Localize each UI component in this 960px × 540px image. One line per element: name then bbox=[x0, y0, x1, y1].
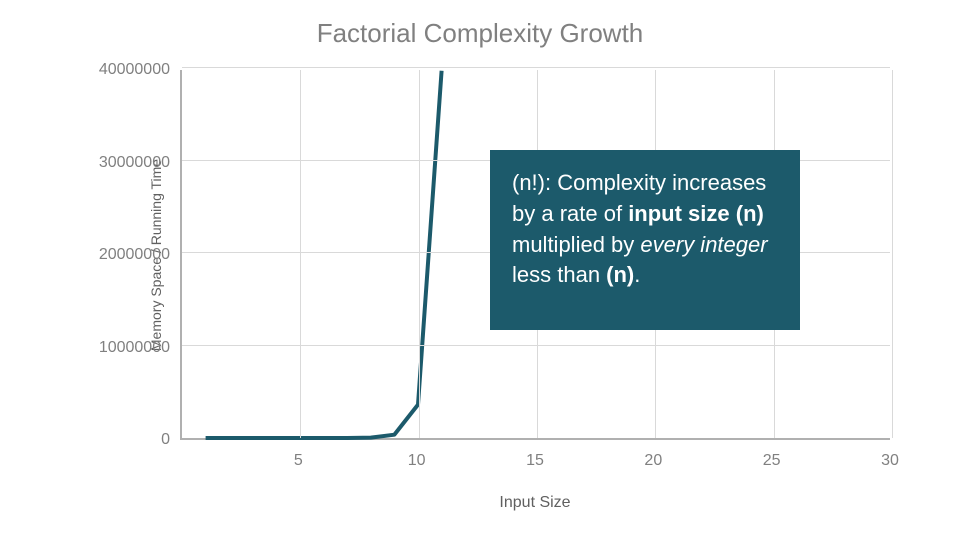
y-tick: 0 bbox=[161, 431, 170, 449]
x-tick: 25 bbox=[763, 452, 781, 470]
y-tick: 40000000 bbox=[99, 61, 170, 79]
annotation-box: (n!): Complexity increases by a rate of … bbox=[490, 150, 800, 330]
grid-vline bbox=[300, 70, 301, 438]
x-axis-label: Input Size bbox=[180, 494, 890, 512]
grid-hline bbox=[182, 345, 890, 346]
y-tick: 30000000 bbox=[99, 154, 170, 172]
grid-vline bbox=[892, 70, 893, 438]
x-tick: 20 bbox=[644, 452, 662, 470]
annotation-text-2: multiplied by bbox=[512, 232, 640, 257]
annotation-text-4: . bbox=[634, 262, 640, 287]
factorial-line bbox=[206, 71, 442, 438]
annotation-bold-2: (n) bbox=[606, 262, 634, 287]
x-tick: 10 bbox=[408, 452, 426, 470]
x-tick: 15 bbox=[526, 452, 544, 470]
annotation-italic-1: every integer bbox=[640, 232, 767, 257]
y-tick: 20000000 bbox=[99, 246, 170, 264]
grid-vline bbox=[419, 70, 420, 438]
y-tick: 10000000 bbox=[99, 339, 170, 357]
x-tick: 30 bbox=[881, 452, 899, 470]
annotation-bold-1: input size (n) bbox=[628, 201, 764, 226]
grid-hline bbox=[182, 67, 890, 68]
chart-container: Factorial Complexity Growth Memory Space… bbox=[0, 0, 960, 540]
x-tick: 5 bbox=[294, 452, 303, 470]
chart-title: Factorial Complexity Growth bbox=[0, 18, 960, 49]
annotation-text-3: less than bbox=[512, 262, 606, 287]
